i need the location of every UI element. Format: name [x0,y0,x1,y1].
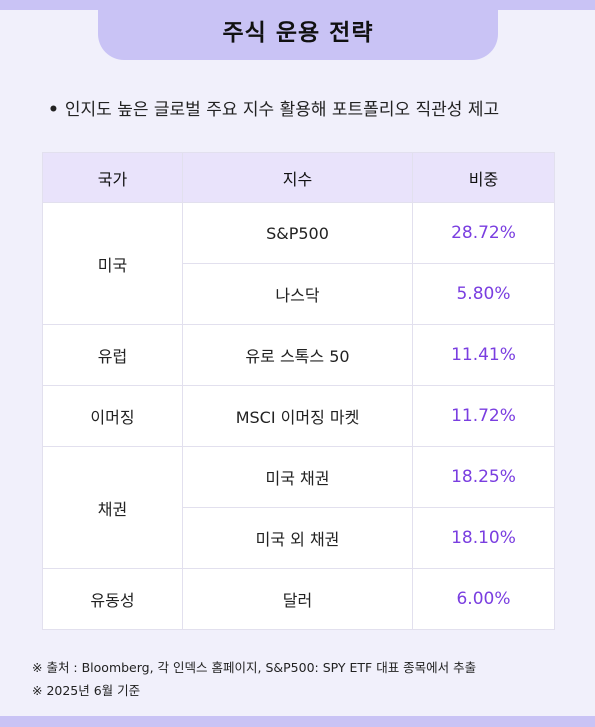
weight-cell: 6.00% [412,568,555,630]
weight-cell: 11.72% [412,385,555,447]
allocation-table: 국가 지수 비중 미국 S&P500 28.72% 나스닥 5.80% 유럽 유… [42,152,555,630]
country-cell-us: 미국 [42,202,183,325]
date-note: ※ 2025년 6월 기준 [32,683,141,698]
table-row: 미국 S&P500 28.72% [42,202,555,325]
index-cell: MSCI 이머징 마켓 [182,385,413,447]
subtitle-text: 인지도 높은 글로벌 주요 지수 활용해 포트폴리오 직관성 제고 [64,100,500,120]
index-cell: 유로 스톡스 50 [182,324,413,386]
subtitle: • 인지도 높은 글로벌 주요 지수 활용해 포트폴리오 직관성 제고 [48,95,499,120]
weight-cell: 5.80% [412,263,555,325]
country-cell-bonds: 채권 [42,446,183,569]
table-row: 유럽 유로 스톡스 50 11.41% [42,324,555,386]
country-cell-emerging: 이머징 [42,385,183,447]
index-cell: 미국 외 채권 [182,507,413,569]
source-note: ※ 출처 : Bloomberg, 각 인덱스 홈페이지, S&P500: SP… [32,660,477,675]
table-row: 미국 외 채권 18.10% [43,507,555,569]
title-tab: 주식 운용 전략 [98,0,498,60]
table-header-row: 국가 지수 비중 [42,152,555,203]
table-row: 이머징 MSCI 이머징 마켓 11.72% [42,385,555,447]
index-cell: S&P500 [182,202,413,264]
country-cell-liquidity: 유동성 [42,568,183,630]
index-cell: 달러 [182,568,413,630]
index-cell: 미국 채권 [182,446,413,508]
header-index: 지수 [182,152,413,203]
country-cell-europe: 유럽 [42,324,183,386]
header-weight: 비중 [412,152,555,203]
bullet-icon: • [48,100,59,120]
weight-cell: 18.25% [412,446,555,508]
table-row: 나스닥 5.80% [43,263,555,325]
table-row: 유동성 달러 6.00% [42,568,555,630]
table-row: 채권 미국 채권 18.25% [42,446,555,569]
index-cell: 나스닥 [182,263,413,325]
footnotes: ※ 출처 : Bloomberg, 각 인덱스 홈페이지, S&P500: SP… [32,656,476,702]
header-country: 국가 [42,152,183,203]
page-title: 주식 운용 전략 [222,20,374,46]
weight-cell: 28.72% [412,202,555,264]
bottom-accent-bar [0,716,595,727]
weight-cell: 18.10% [412,507,555,569]
weight-cell: 11.41% [412,324,555,386]
